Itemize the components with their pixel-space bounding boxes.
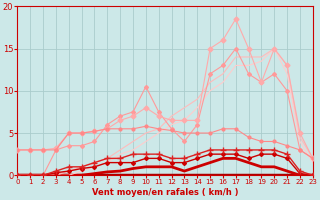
X-axis label: Vent moyen/en rafales ( km/h ): Vent moyen/en rafales ( km/h ) (92, 188, 238, 197)
